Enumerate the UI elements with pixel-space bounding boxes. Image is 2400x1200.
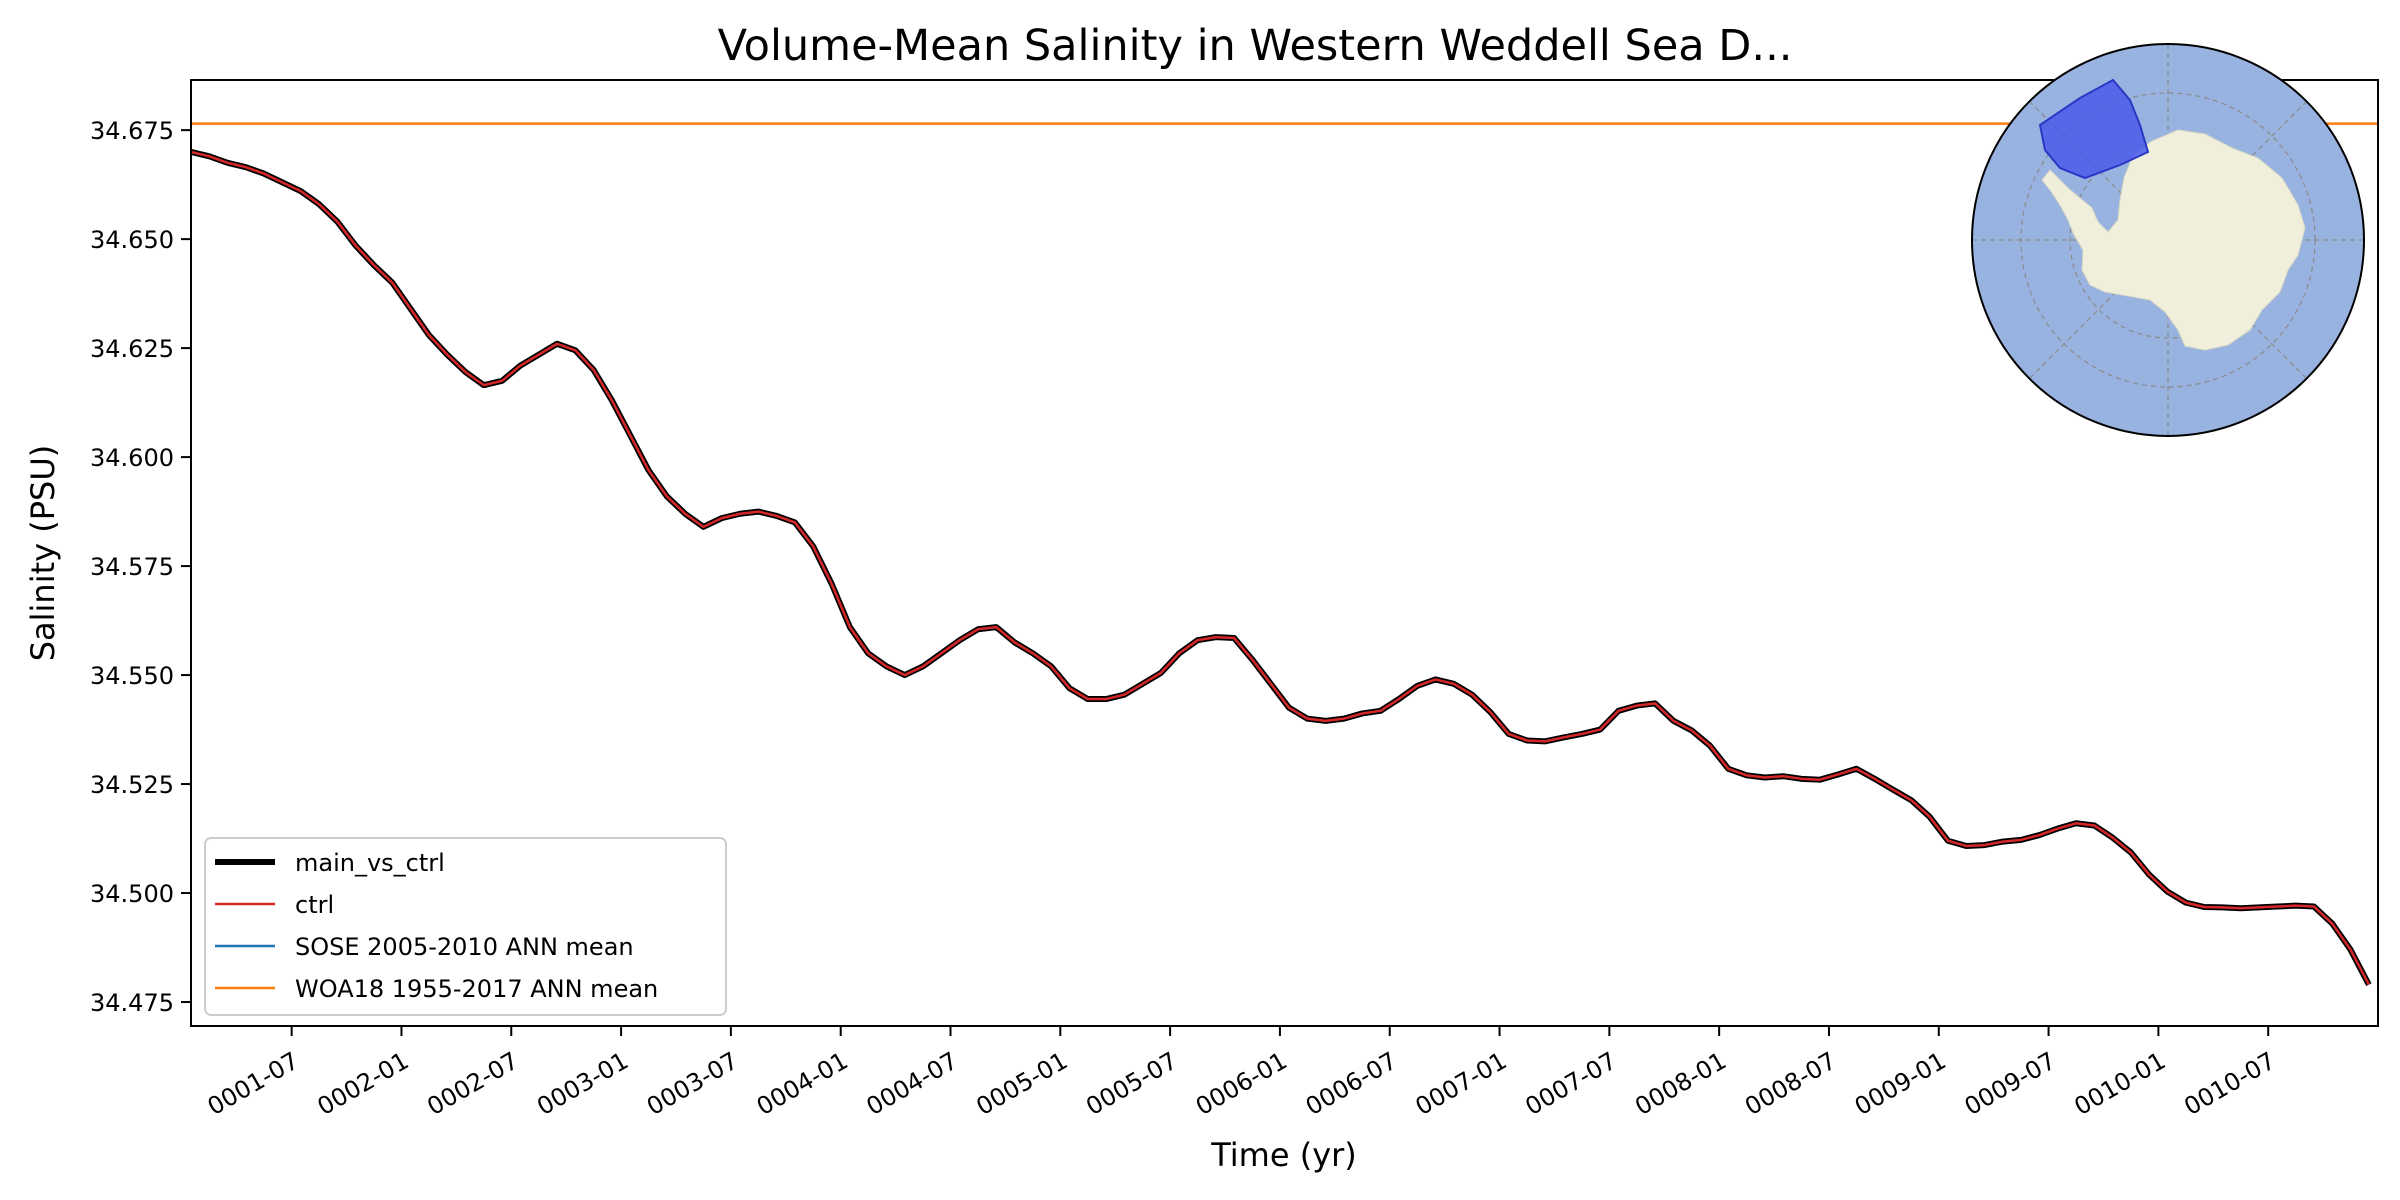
x-tick-label: 0009-07 [1960, 1047, 2061, 1121]
x-axis: 0001-07 0002-01 0002-07 0003-01 0003-07 0004-… [203, 1026, 2280, 1121]
x-tick-label: 0007-07 [1520, 1047, 1621, 1121]
x-tick-label: 0008-07 [1740, 1047, 1841, 1121]
y-tick-label: 34.475 [90, 989, 174, 1017]
legend-label: ctrl [295, 891, 334, 919]
y-tick-label: 34.500 [90, 880, 174, 908]
y-tick-label: 34.550 [90, 662, 174, 690]
x-tick-label: 0010-01 [2070, 1047, 2171, 1121]
inset-map [1971, 43, 2365, 437]
plot-frame [190, 79, 2379, 1027]
y-tick-label: 34.650 [90, 226, 174, 254]
x-tick-label: 0009-01 [1850, 1047, 1951, 1121]
x-tick-label: 0004-01 [752, 1047, 853, 1121]
x-axis-label: Time (yr) [1210, 1136, 1357, 1174]
x-tick-label: 0006-07 [1301, 1047, 1402, 1121]
x-tick-label: 0007-01 [1411, 1047, 1512, 1121]
antarctica-land [2041, 129, 2306, 351]
chart-title: Volume-Mean Salinity in Western Weddell … [718, 21, 1793, 71]
x-tick-label: 0005-01 [971, 1047, 1072, 1121]
y-tick-label: 34.600 [90, 444, 174, 472]
map-boundary [1971, 43, 2365, 437]
y-axis-label: Salinity (PSU) [24, 445, 62, 662]
y-tick-label: 34.525 [90, 771, 174, 799]
x-tick-label: 0004-07 [862, 1047, 963, 1121]
x-tick-label: 0006-01 [1191, 1047, 1292, 1121]
series-line-ctrl [190, 150, 2370, 986]
x-tick-label: 0008-01 [1630, 1047, 1731, 1121]
region-outline [2039, 79, 2149, 179]
y-tick-label: 34.675 [90, 117, 174, 145]
y-axis: 34.475 34.500 34.525 34.550 34.575 34.600 34.6… [90, 117, 191, 1017]
y-tick-label: 34.625 [90, 335, 174, 363]
x-tick-label: 0002-01 [313, 1047, 414, 1121]
legend-label: WOA18 1955-2017 ANN mean [295, 975, 658, 1003]
legend-label: SOSE 2005-2010 ANN mean [295, 933, 634, 961]
x-tick-label: 0003-07 [642, 1047, 743, 1121]
x-tick-label: 0001-07 [203, 1047, 304, 1121]
x-tick-label: 0003-01 [532, 1047, 633, 1121]
legend-box [204, 837, 727, 1016]
x-tick-label: 0010-07 [2179, 1047, 2280, 1121]
x-tick-label: 0002-07 [422, 1047, 523, 1121]
y-tick-label: 34.575 [90, 553, 174, 581]
x-tick-label: 0005-07 [1081, 1047, 1182, 1121]
legend-label: main_vs_ctrl [295, 849, 445, 877]
